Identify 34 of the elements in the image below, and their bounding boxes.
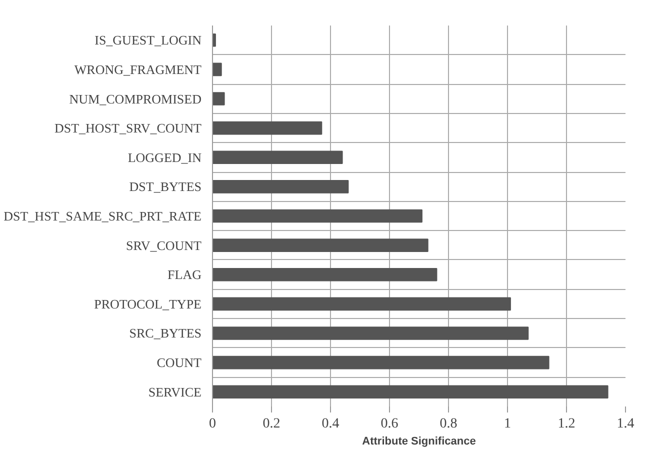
x-tick-label: 0.2 [262,416,280,432]
x-tick-label: 0.6 [380,416,398,432]
x-tick-label: 0.8 [440,416,458,432]
y-tick-label: DST_HOST_SRV_COUNT [54,120,202,136]
bar [212,209,422,223]
y-tick-label: NUM_COMPROMISED [69,91,202,106]
bar [212,356,550,370]
y-tick-label: LOGGED_IN [128,150,202,165]
x-tick-label: 1.2 [558,416,576,432]
y-tick-label: PROTOCOL_TYPE [94,296,202,312]
x-tick-label: 0.4 [322,416,340,432]
y-tick-label: SRV_COUNT [126,238,202,253]
bar [212,121,322,135]
y-tick-label: SERVICE [148,384,202,400]
bar [212,268,438,282]
bar [212,180,349,194]
bar [212,150,343,164]
y-tick-label: DST_HST_SAME_SRC_PRT_RATE [4,208,202,224]
y-tick-label: DST_BYTES [129,179,202,194]
bar [212,238,428,252]
bar [212,326,529,340]
bar [212,92,225,106]
bar [212,297,511,311]
x-tick-label: 1.4 [616,416,634,432]
bar [212,62,222,76]
x-tick-label: 1 [504,416,511,432]
y-tick-label: FLAG [168,267,202,282]
y-tick-label: WRONG_FRAGMENT [74,62,202,77]
y-tick-label: COUNT [156,355,202,370]
y-tick-label: IS_GUEST_LOGIN [94,32,202,48]
y-tick-label: SRC_BYTES [129,326,202,341]
x-axis-title: Attribute Significance [362,436,476,448]
x-tick-label: 0 [209,416,216,432]
bar [212,385,608,398]
